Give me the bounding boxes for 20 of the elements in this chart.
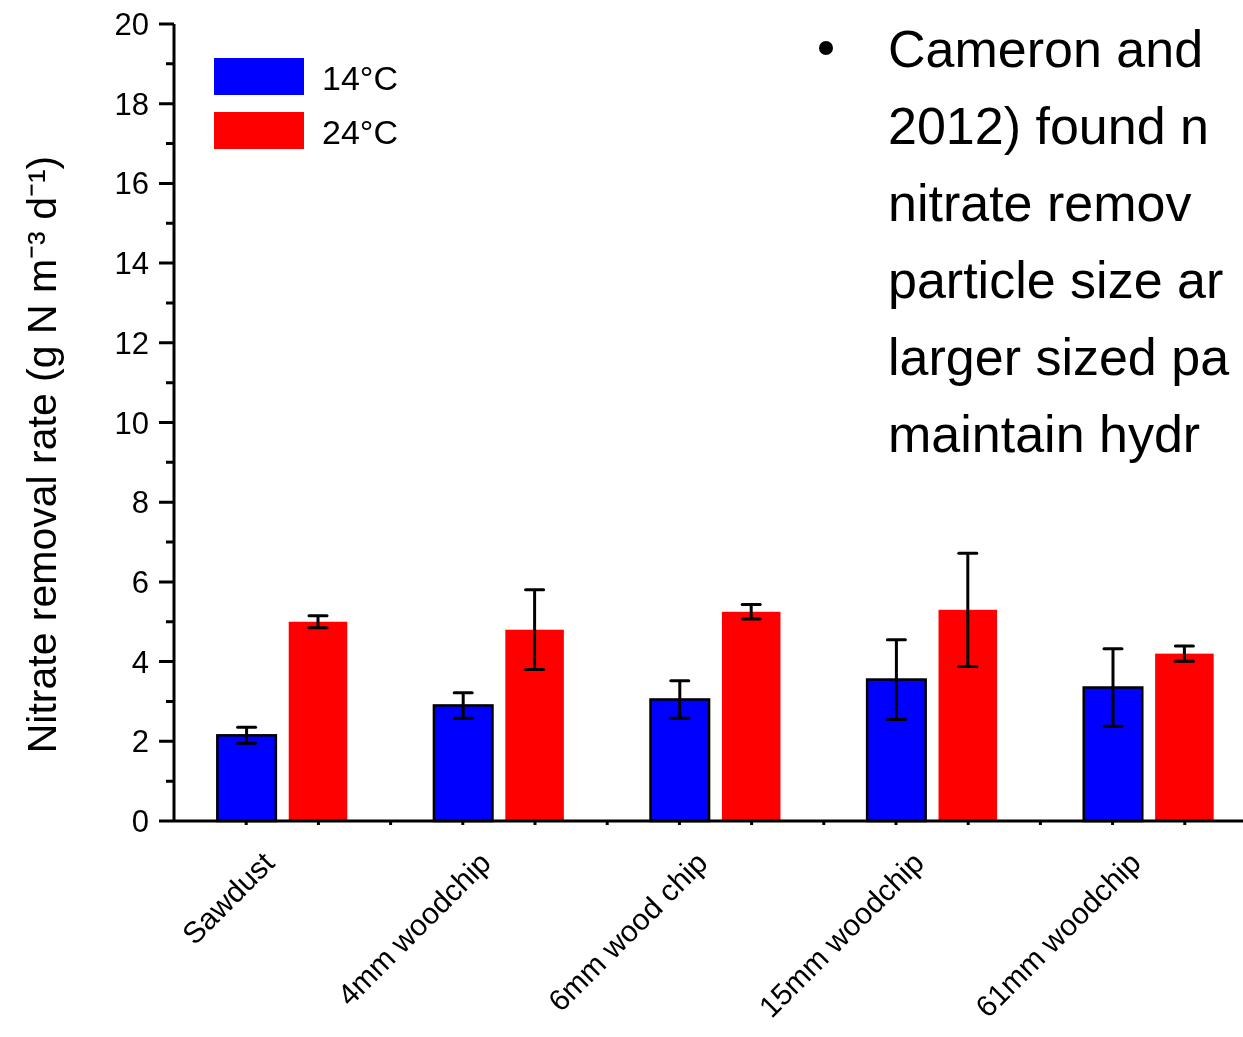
y-tick-label: 6 bbox=[131, 564, 149, 600]
y-tick-label: 2 bbox=[131, 723, 149, 759]
annotation: nitrate remov bbox=[888, 174, 1192, 232]
legend-label: 24°C bbox=[322, 113, 398, 151]
y-tick-label: 0 bbox=[131, 803, 149, 839]
y-tick-label: 14 bbox=[114, 245, 149, 281]
y-tick-label: 4 bbox=[131, 644, 149, 680]
y-tick-label: 10 bbox=[114, 405, 149, 440]
annotation: maintain hydr bbox=[888, 405, 1201, 463]
y-tick-label: 8 bbox=[131, 484, 149, 520]
annotation: Cameron and bbox=[888, 20, 1204, 78]
y-tick-label: 18 bbox=[114, 86, 149, 122]
legend-label: 14°C bbox=[322, 59, 398, 97]
annotation: 2012) found n bbox=[888, 97, 1209, 155]
y-tick-label: 16 bbox=[114, 165, 149, 201]
y-tick-label: 20 bbox=[114, 6, 149, 42]
y-axis-title: Nitrate removal rate (g N m⁻³ d⁻¹) bbox=[19, 155, 65, 754]
annotation: particle size ar bbox=[888, 251, 1224, 309]
annotation: larger sized pa bbox=[888, 328, 1230, 386]
y-tick-label: 12 bbox=[114, 325, 149, 361]
